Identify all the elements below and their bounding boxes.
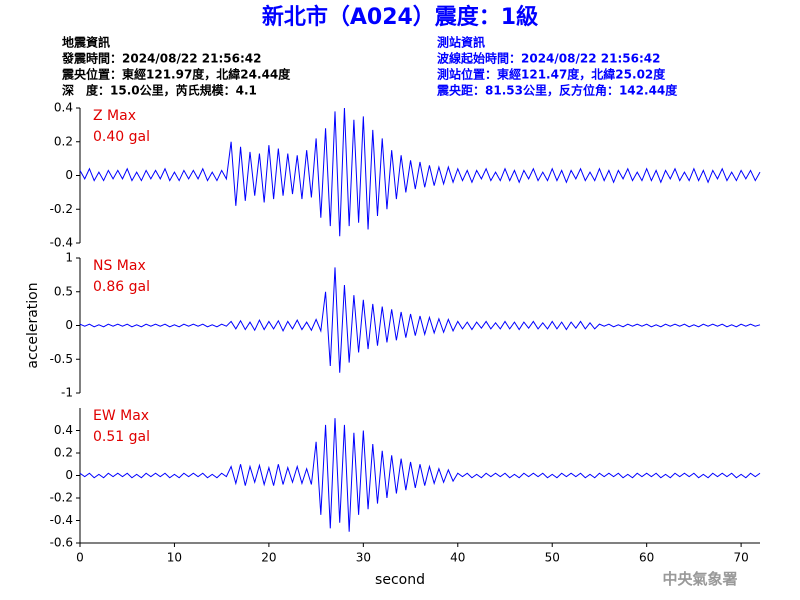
y-tick-label: -0.2 bbox=[50, 202, 73, 216]
series-label: EW Max bbox=[93, 408, 149, 424]
footer: 中央氣象署 bbox=[662, 570, 737, 588]
series-label: NS Max bbox=[93, 258, 146, 274]
y-tick-label: 0.4 bbox=[54, 423, 73, 437]
y-tick-label: 0.2 bbox=[54, 446, 73, 460]
y-tick-label: 1 bbox=[65, 251, 73, 265]
x-tick-label: 40 bbox=[450, 551, 465, 565]
info-line: 波線起始時間：2024/08/22 21:56:42 bbox=[437, 51, 660, 66]
y-tick-label: 0.2 bbox=[54, 134, 73, 148]
y-tick-label: 0.5 bbox=[54, 284, 73, 298]
y-tick-label: -0.5 bbox=[50, 352, 73, 366]
max-label: 0.40 gal bbox=[93, 129, 150, 145]
station-info: 測站資訊 波線起始時間：2024/08/22 21:56:42 測站位置：東經1… bbox=[437, 35, 678, 98]
y-tick-label: -0.4 bbox=[50, 236, 73, 250]
info-line: 地震資訊 bbox=[62, 35, 110, 50]
waveform bbox=[79, 267, 761, 373]
series-label: Z Max bbox=[93, 108, 136, 124]
x-tick-label: 50 bbox=[545, 551, 560, 565]
x-axis-label: second bbox=[375, 572, 425, 588]
info-line: 測站位置：東經121.47度，北緯25.02度 bbox=[437, 67, 666, 82]
y-axis-label: acceleration bbox=[25, 282, 41, 368]
y-tick-label: 0.4 bbox=[54, 101, 73, 115]
x-tick-label: 10 bbox=[167, 551, 182, 565]
x-tick-label: 30 bbox=[356, 551, 371, 565]
waveform bbox=[79, 107, 761, 237]
quake-info: 地震資訊 發震時間：2024/08/22 21:56:42 震央位置：東經121… bbox=[61, 35, 291, 98]
y-tick-label: 0 bbox=[65, 168, 73, 182]
info-line: 震央位置：東經121.97度，北緯24.44度 bbox=[62, 67, 291, 82]
max-label: 0.86 gal bbox=[93, 279, 150, 295]
x-tick-label: 20 bbox=[261, 551, 276, 565]
chart-title: 新北市（A024）震度：1級 bbox=[262, 4, 538, 30]
info-line: 深 度：15.0公里，芮氏規模：4.1 bbox=[62, 83, 257, 98]
info-line: 震央距：81.53公里，反方位角：142.44度 bbox=[437, 83, 678, 98]
y-tick-label: -1 bbox=[61, 386, 73, 400]
y-tick-label: -0.4 bbox=[50, 513, 73, 527]
y-tick-label: -0.6 bbox=[50, 536, 73, 550]
info-line: 測站資訊 bbox=[437, 35, 485, 50]
x-tick-label: 0 bbox=[76, 551, 84, 565]
y-tick-label: 0 bbox=[65, 468, 73, 482]
y-tick-label: 0 bbox=[65, 318, 73, 332]
y-tick-label: -0.2 bbox=[50, 491, 73, 505]
info-line: 發震時間：2024/08/22 21:56:42 bbox=[61, 51, 261, 66]
waveform bbox=[79, 418, 761, 532]
max-label: 0.51 gal bbox=[93, 429, 150, 445]
x-tick-label: 60 bbox=[639, 551, 654, 565]
x-tick-label: 70 bbox=[733, 551, 748, 565]
